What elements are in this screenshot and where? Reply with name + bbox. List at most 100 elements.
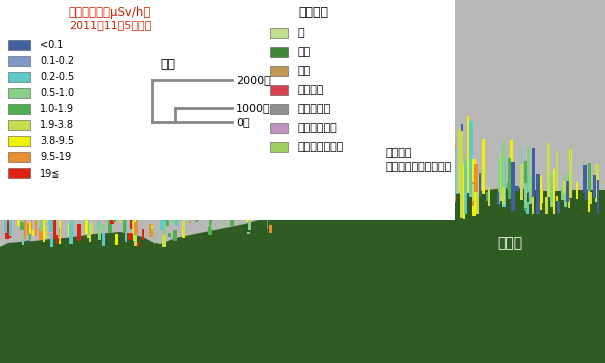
Bar (17, 218, 19, 226)
Bar (267, 141, 270, 199)
Bar (151, 225, 155, 229)
Bar (109, 204, 112, 228)
Bar (50, 210, 53, 232)
Bar (352, 116, 355, 203)
Bar (410, 190, 413, 209)
Bar (154, 225, 155, 244)
Bar (276, 207, 280, 212)
Bar (85, 217, 88, 234)
Bar (420, 167, 422, 193)
Bar (424, 111, 427, 193)
Bar (21, 222, 24, 230)
Bar (422, 151, 426, 191)
Bar (86, 207, 89, 213)
Bar (102, 233, 105, 246)
Bar (536, 174, 540, 214)
Bar (437, 168, 440, 196)
Bar (588, 163, 591, 191)
Bar (189, 221, 191, 223)
Bar (368, 172, 371, 213)
Text: 9.5-19: 9.5-19 (40, 152, 71, 162)
Bar (525, 183, 526, 208)
Text: 1.9-3.8: 1.9-3.8 (40, 120, 74, 130)
Bar (8, 104, 30, 114)
Bar (453, 149, 456, 196)
Bar (175, 211, 178, 226)
Bar (359, 167, 361, 216)
Polygon shape (0, 188, 605, 363)
Bar (479, 173, 482, 197)
Bar (409, 141, 411, 208)
Bar (175, 215, 178, 222)
Text: 19≦: 19≦ (40, 168, 60, 178)
Bar (128, 233, 132, 240)
Bar (8, 136, 30, 146)
Bar (269, 206, 271, 216)
Bar (39, 228, 43, 240)
Text: その他の農用地: その他の農用地 (298, 142, 344, 152)
Bar (22, 235, 24, 245)
Bar (399, 171, 401, 213)
Bar (379, 168, 382, 194)
Bar (302, 183, 304, 203)
Bar (134, 222, 137, 236)
Bar (59, 228, 61, 241)
Bar (461, 124, 463, 198)
Bar (106, 210, 108, 219)
Bar (182, 220, 185, 237)
Bar (166, 205, 169, 226)
Text: 1000人: 1000人 (236, 103, 270, 113)
Bar (24, 220, 25, 239)
Bar (296, 143, 298, 205)
Bar (270, 123, 288, 133)
Bar (209, 217, 212, 229)
Bar (168, 233, 171, 237)
Bar (301, 185, 304, 201)
Bar (138, 198, 141, 212)
Bar (329, 159, 333, 213)
Bar (325, 150, 327, 195)
Bar (557, 201, 560, 213)
Bar (401, 190, 404, 199)
Bar (438, 138, 442, 199)
Bar (42, 219, 45, 242)
Bar (540, 175, 541, 211)
Bar (375, 131, 379, 204)
Text: 0.1-0.2: 0.1-0.2 (40, 56, 74, 66)
Bar (597, 180, 600, 214)
Bar (45, 227, 47, 238)
Bar (149, 224, 152, 237)
Bar (264, 128, 268, 199)
Bar (385, 113, 387, 193)
Bar (270, 104, 288, 114)
Bar (471, 182, 474, 207)
Bar (116, 234, 118, 245)
Bar (391, 153, 393, 211)
Bar (208, 227, 212, 234)
Bar (508, 158, 511, 199)
Bar (8, 40, 30, 50)
Bar (515, 186, 518, 191)
Bar (40, 218, 43, 231)
Bar (29, 234, 31, 240)
Bar (355, 152, 357, 213)
Text: 2000人: 2000人 (236, 75, 271, 85)
Bar (211, 223, 213, 229)
Bar (430, 176, 434, 213)
Bar (463, 164, 465, 219)
Bar (330, 125, 333, 209)
Bar (102, 224, 105, 230)
Bar (545, 197, 548, 214)
Bar (162, 235, 166, 247)
Bar (293, 125, 295, 203)
Text: 建物用地: 建物用地 (298, 85, 324, 95)
Bar (557, 151, 558, 191)
Bar (369, 139, 371, 213)
Bar (132, 216, 134, 221)
Bar (125, 214, 127, 238)
Bar (35, 209, 37, 221)
Bar (329, 138, 332, 191)
Bar (307, 191, 311, 217)
Bar (282, 198, 285, 207)
Bar (288, 179, 291, 194)
